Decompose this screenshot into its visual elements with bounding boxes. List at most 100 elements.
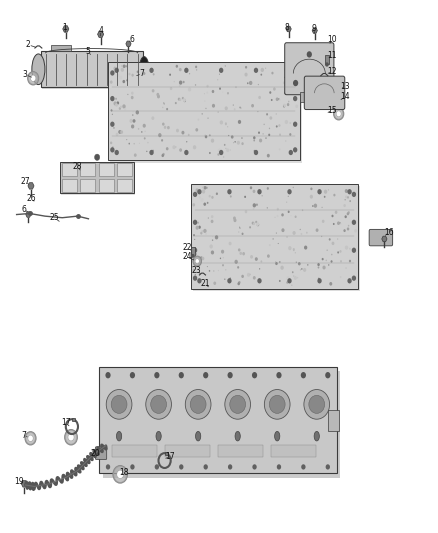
Circle shape (207, 266, 208, 267)
Circle shape (269, 127, 270, 129)
Bar (41, 51, 143, 87)
Circle shape (239, 228, 240, 229)
Circle shape (318, 278, 322, 284)
Circle shape (224, 144, 226, 146)
Circle shape (222, 264, 224, 266)
Circle shape (136, 110, 139, 115)
Polygon shape (195, 259, 199, 263)
Circle shape (193, 276, 197, 281)
Polygon shape (382, 236, 387, 241)
Circle shape (121, 65, 123, 67)
Circle shape (331, 260, 332, 263)
Circle shape (324, 190, 327, 194)
Circle shape (325, 372, 330, 378)
Circle shape (276, 114, 277, 115)
Bar (51, 45, 71, 51)
Circle shape (347, 278, 352, 284)
Circle shape (178, 98, 180, 101)
Circle shape (293, 187, 294, 188)
Circle shape (205, 135, 207, 139)
Circle shape (261, 68, 264, 72)
Ellipse shape (304, 390, 329, 419)
Circle shape (279, 148, 280, 150)
Circle shape (335, 211, 337, 214)
Bar (81, 179, 95, 192)
Circle shape (287, 278, 292, 284)
Circle shape (290, 78, 291, 79)
Circle shape (163, 103, 165, 104)
Circle shape (277, 208, 279, 211)
Circle shape (289, 133, 291, 136)
Circle shape (234, 108, 236, 110)
Circle shape (179, 464, 184, 470)
Circle shape (321, 80, 325, 86)
Circle shape (175, 102, 177, 104)
Circle shape (169, 74, 171, 76)
Circle shape (130, 119, 133, 123)
Circle shape (267, 207, 268, 209)
Circle shape (213, 281, 216, 285)
Polygon shape (65, 430, 77, 445)
Circle shape (234, 141, 236, 143)
Circle shape (345, 196, 347, 198)
Circle shape (206, 85, 208, 87)
Circle shape (321, 236, 322, 237)
Circle shape (122, 104, 126, 109)
Circle shape (137, 70, 139, 73)
Circle shape (220, 257, 221, 259)
Circle shape (298, 262, 300, 265)
Circle shape (268, 134, 270, 136)
Circle shape (345, 189, 348, 193)
Circle shape (143, 72, 145, 75)
Circle shape (173, 81, 175, 82)
Text: 11: 11 (328, 51, 337, 60)
Circle shape (340, 223, 341, 224)
Circle shape (128, 72, 131, 75)
Circle shape (290, 215, 291, 216)
Circle shape (218, 270, 219, 271)
Circle shape (179, 85, 181, 87)
Circle shape (184, 68, 188, 73)
Circle shape (346, 212, 349, 215)
Circle shape (205, 135, 206, 136)
Circle shape (192, 203, 195, 206)
Circle shape (234, 219, 236, 221)
Circle shape (286, 276, 290, 280)
Circle shape (235, 86, 237, 88)
Circle shape (279, 280, 281, 282)
Circle shape (230, 278, 231, 279)
Circle shape (200, 232, 202, 235)
Circle shape (286, 201, 287, 203)
Polygon shape (21, 481, 28, 487)
Circle shape (225, 124, 226, 125)
Circle shape (264, 124, 265, 125)
Bar (99, 179, 114, 192)
Circle shape (211, 196, 214, 199)
Circle shape (276, 125, 278, 127)
Circle shape (349, 248, 351, 250)
Circle shape (267, 187, 269, 190)
FancyBboxPatch shape (60, 161, 134, 193)
Text: 12: 12 (328, 67, 337, 76)
Text: 15: 15 (327, 106, 337, 115)
Circle shape (332, 215, 334, 217)
Ellipse shape (151, 395, 166, 414)
Circle shape (144, 138, 146, 140)
Circle shape (286, 281, 288, 284)
Circle shape (294, 276, 297, 280)
Circle shape (288, 196, 289, 197)
Polygon shape (117, 471, 124, 478)
Circle shape (238, 248, 240, 252)
Circle shape (279, 133, 281, 136)
Circle shape (227, 92, 229, 94)
Text: 7: 7 (21, 431, 26, 440)
Circle shape (352, 276, 356, 281)
Circle shape (253, 276, 256, 280)
Circle shape (146, 151, 148, 152)
Circle shape (234, 260, 238, 264)
Circle shape (225, 269, 226, 271)
Circle shape (213, 270, 215, 272)
Circle shape (229, 241, 232, 245)
Circle shape (219, 68, 223, 73)
Circle shape (284, 77, 285, 78)
